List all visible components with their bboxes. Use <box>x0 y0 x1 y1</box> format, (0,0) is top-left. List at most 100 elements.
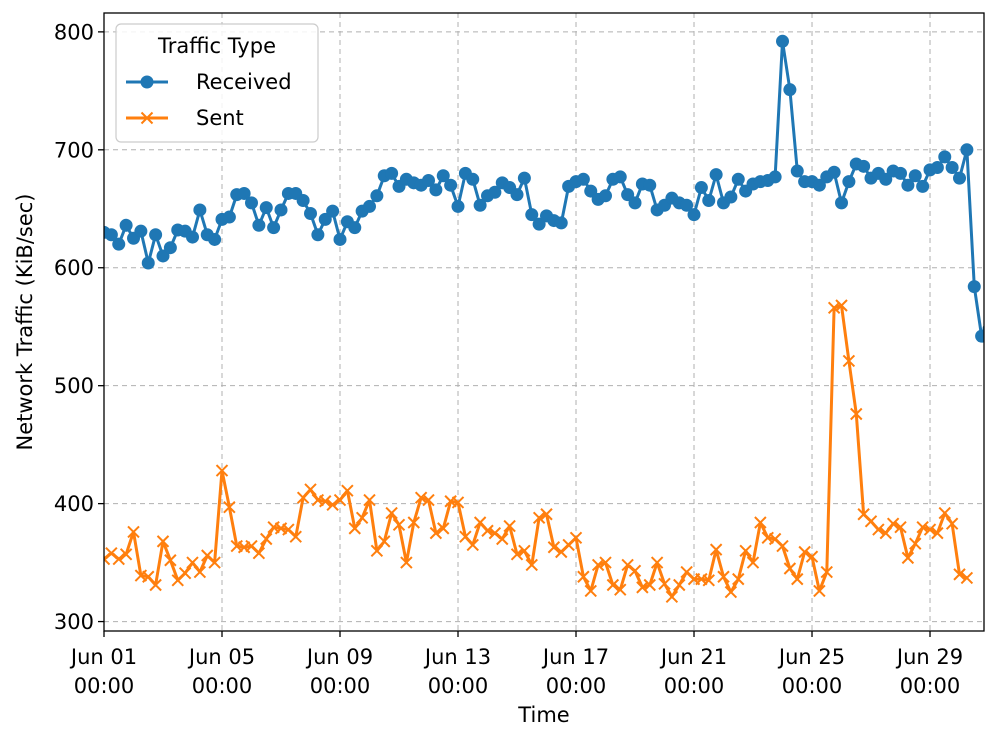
data-point-received <box>451 199 465 213</box>
data-point-sent <box>606 578 620 592</box>
data-point-sent <box>547 541 561 554</box>
data-point-received <box>702 194 716 208</box>
x-tick-label-date: Jun 17 <box>541 645 609 669</box>
data-point-sent <box>628 564 642 578</box>
data-point-sent <box>518 544 531 558</box>
data-point-received <box>141 256 155 270</box>
data-point-received <box>517 171 531 185</box>
x-tick-label: Jun 29 00:00 <box>895 645 963 698</box>
data-point-received <box>687 208 701 222</box>
data-point-sent <box>481 524 494 537</box>
data-point-received <box>370 189 384 203</box>
data-point-sent <box>901 551 915 565</box>
data-point-sent <box>496 532 509 546</box>
data-point-sent <box>414 491 428 504</box>
data-point-sent <box>798 545 811 559</box>
data-point-sent <box>319 495 332 508</box>
data-point-sent <box>392 518 406 532</box>
data-point-sent <box>260 532 273 546</box>
data-point-sent <box>739 544 752 558</box>
data-point-received <box>916 179 930 193</box>
data-point-sent <box>894 521 907 534</box>
legend-sent-label: Sent <box>196 106 244 130</box>
data-point-received <box>466 172 480 186</box>
data-point-sent <box>813 584 826 598</box>
data-point-sent <box>805 550 819 563</box>
legend-received-marker <box>140 75 154 89</box>
data-point-received <box>599 189 613 203</box>
data-point-sent <box>584 584 597 598</box>
data-point-sent <box>577 570 590 583</box>
data-point-received <box>857 159 871 173</box>
data-point-received <box>222 210 236 224</box>
data-point-received <box>643 178 657 192</box>
data-point-sent <box>621 558 634 572</box>
y-tick-label: 400 <box>54 492 94 516</box>
data-point-received <box>908 169 922 183</box>
data-point-sent <box>525 558 538 572</box>
data-point-sent <box>104 552 111 566</box>
data-point-sent <box>127 525 140 539</box>
data-point-received <box>894 166 908 180</box>
data-point-sent <box>532 511 546 524</box>
data-point-sent <box>820 565 833 579</box>
series-layer <box>104 34 984 604</box>
y-tick-label: 800 <box>54 20 94 44</box>
data-point-received <box>348 221 362 235</box>
data-point-sent <box>665 590 679 604</box>
data-point-received <box>842 175 856 189</box>
data-point-received <box>724 190 738 204</box>
legend: Traffic Type Received Sent <box>115 23 319 143</box>
data-point-received <box>245 196 259 210</box>
data-point-sent <box>599 556 612 569</box>
x-tick-label-time: 00:00 <box>900 674 961 698</box>
data-point-sent <box>791 572 804 586</box>
data-point-received <box>790 164 804 178</box>
data-point-sent <box>569 531 583 545</box>
data-point-sent <box>429 526 443 540</box>
data-point-received <box>628 196 642 210</box>
data-point-sent <box>186 556 199 569</box>
x-tick-label-time: 00:00 <box>192 674 253 698</box>
data-point-received <box>429 183 443 197</box>
data-point-sent <box>378 535 391 548</box>
data-point-sent <box>119 548 133 561</box>
x-tick-label-time: 00:00 <box>782 674 843 698</box>
data-point-received <box>576 172 590 186</box>
data-point-received <box>613 170 627 184</box>
data-point-received <box>938 150 952 164</box>
data-point-sent <box>400 556 413 569</box>
data-point-received <box>776 34 790 48</box>
data-point-sent <box>732 572 745 586</box>
data-point-sent <box>341 484 354 497</box>
data-point-received <box>768 170 782 184</box>
data-point-sent <box>333 493 347 507</box>
data-point-sent <box>658 577 671 591</box>
x-tick-label: Jun 21 00:00 <box>659 645 727 698</box>
x-tick-label-date: Jun 01 <box>69 645 137 669</box>
data-point-sent <box>223 500 236 514</box>
data-point-received <box>525 208 539 222</box>
y-tick-label: 700 <box>54 138 94 162</box>
data-point-received <box>149 228 163 242</box>
data-point-sent <box>178 567 192 580</box>
data-point-received <box>835 196 849 210</box>
data-point-sent <box>850 407 863 421</box>
data-point-received <box>311 228 325 242</box>
data-point-sent <box>886 517 900 530</box>
data-point-sent <box>709 543 723 556</box>
data-point-sent <box>842 354 856 368</box>
data-point-sent <box>960 571 974 585</box>
data-point-received <box>510 188 524 202</box>
data-point-received <box>274 203 288 217</box>
data-point-sent <box>370 544 384 558</box>
data-point-sent <box>938 506 951 520</box>
x-tick-label-time: 00:00 <box>546 674 607 698</box>
data-point-sent <box>879 526 892 540</box>
data-point-received <box>134 224 148 238</box>
data-point-received <box>267 221 281 235</box>
data-point-sent <box>717 570 730 583</box>
data-point-sent <box>746 556 760 569</box>
data-point-sent <box>252 546 266 560</box>
